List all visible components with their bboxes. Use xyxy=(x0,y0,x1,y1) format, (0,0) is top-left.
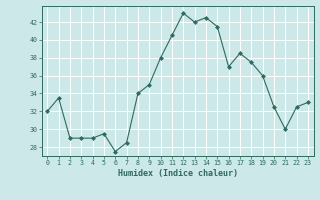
X-axis label: Humidex (Indice chaleur): Humidex (Indice chaleur) xyxy=(118,169,237,178)
